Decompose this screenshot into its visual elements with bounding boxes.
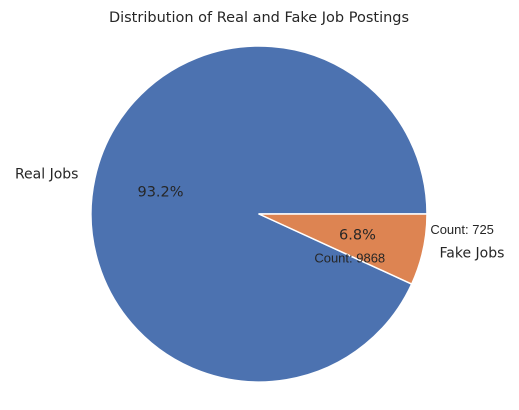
pie-labels: Real Jobs 93.2% Count: 9868 Fake Jobs 6.8% Co… xyxy=(15,167,505,266)
slice-label-fake-jobs: Fake Jobs xyxy=(440,245,505,261)
slice-percent-real-jobs: 93.2% xyxy=(137,184,183,200)
slice-label-real-jobs: Real Jobs xyxy=(15,167,79,183)
slice-count-real-jobs: Count: 9868 xyxy=(314,250,385,265)
slice-count-fake-jobs: Count: 725 xyxy=(430,222,494,237)
pie-slice-fake-jobs xyxy=(258,213,428,285)
slice-percent-fake-jobs: 6.8% xyxy=(339,228,376,244)
chart-title: Distribution of Real and Fake Job Postin… xyxy=(109,10,409,26)
pie-slices xyxy=(90,45,428,383)
